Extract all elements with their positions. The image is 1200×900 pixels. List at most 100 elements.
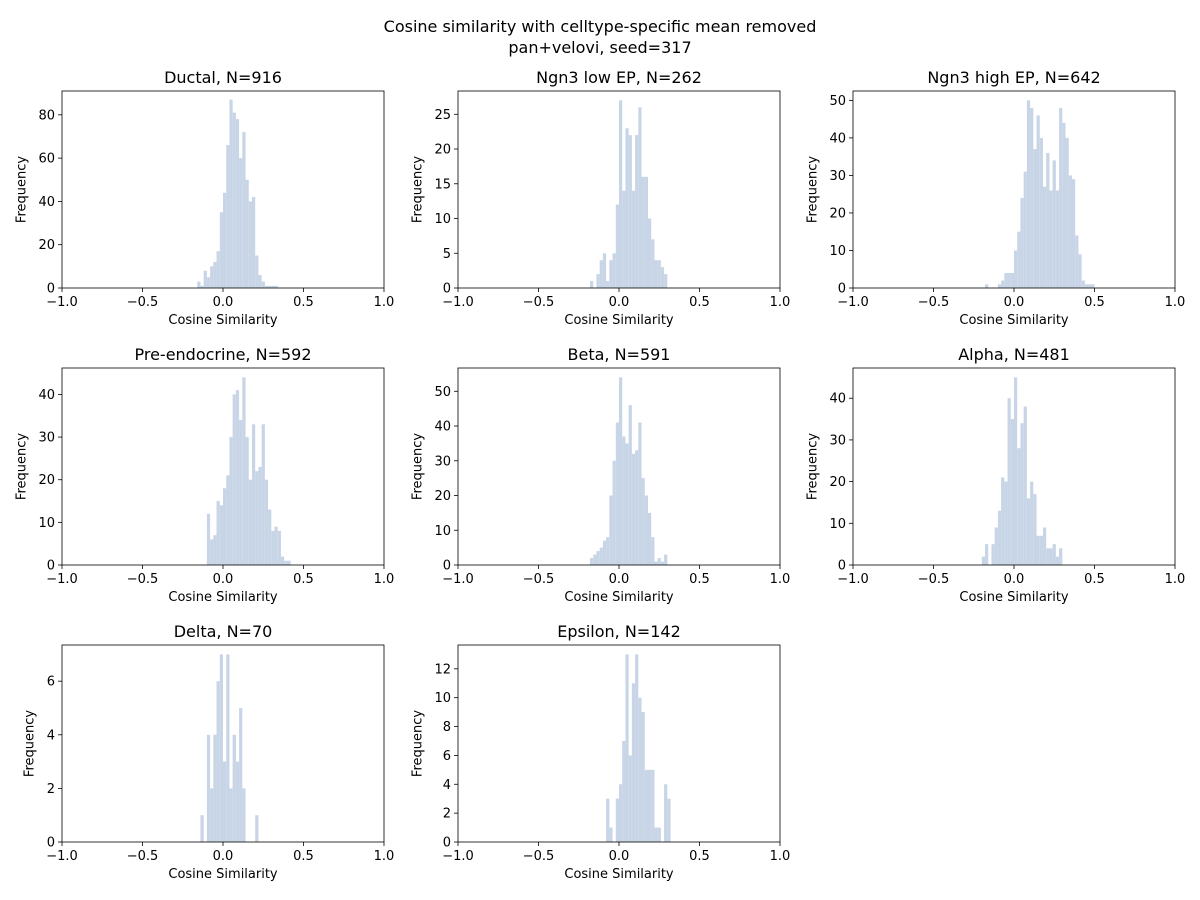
panel-title-5: Alpha, N=481 (958, 345, 1070, 364)
x-tick-label-2: 0.0 (609, 572, 630, 587)
histogram-bar-3-20 (271, 530, 275, 565)
figure-subtitle: pan+velovi, seed=317 (508, 38, 692, 57)
y-tick-label-0: 0 (47, 836, 55, 851)
histogram-bar-3-10 (239, 420, 243, 565)
histogram-bar-3-9 (235, 390, 240, 565)
histogram-bar-5-4 (997, 510, 1002, 565)
y-tick-label-0: 0 (443, 282, 451, 297)
y-tick-label-4: 40 (38, 388, 55, 403)
histogram-bar-7-5 (625, 654, 629, 842)
y-tick-label-2: 4 (443, 778, 451, 793)
histogram-bar-6-11 (239, 707, 243, 842)
histogram-bar-0-0 (197, 281, 201, 288)
x-tick-label-3: 0.5 (689, 295, 710, 310)
histogram-bar-3-2 (213, 535, 217, 565)
histogram-bar-0-9 (226, 145, 230, 288)
histogram-bar-1-7 (615, 204, 619, 288)
y-tick-label-5: 50 (434, 385, 451, 400)
histogram-bar-0-8 (223, 192, 227, 288)
histogram-bar-1-3 (602, 253, 607, 288)
histogram-bar-5-11 (1020, 423, 1024, 565)
histogram-bar-4-7 (612, 460, 616, 565)
histogram-bar-5-5 (1001, 477, 1005, 565)
histogram-bar-6-2 (210, 788, 214, 842)
y-tick-label-6: 12 (434, 662, 451, 677)
histogram-bar-5-19 (1046, 548, 1050, 565)
histogram-bar-7-16 (664, 784, 668, 842)
y-tick-label-4: 40 (829, 131, 846, 146)
histogram-bar-3-0 (206, 513, 211, 565)
histogram-bar-2-28 (1084, 284, 1089, 288)
y-tick-label-0: 0 (443, 559, 451, 574)
x-tick-label-4: 1.0 (374, 295, 395, 310)
histogram-bar-7-7 (631, 683, 636, 842)
x-tick-label-1: −0.5 (523, 295, 555, 310)
histogram-bar-0-18 (255, 255, 259, 288)
histogram-bar-6-13 (255, 815, 259, 842)
x-tick-label-4: 1.0 (374, 572, 395, 587)
histogram-bar-4-10 (622, 436, 626, 565)
histogram-bar-2-22 (1065, 137, 1069, 288)
histogram-bar-6-9 (232, 734, 236, 842)
histogram-bar-2-5 (1010, 272, 1014, 288)
y-tick-label-4: 40 (829, 392, 846, 407)
histogram-bar-0-24 (274, 285, 278, 288)
histogram-bar-3-17 (261, 424, 265, 565)
histogram-bar-0-7 (219, 212, 223, 288)
y-tick-label-5: 10 (434, 691, 451, 706)
x-tick-label-4: 1.0 (374, 849, 395, 864)
y-tick-label-5: 50 (829, 94, 846, 109)
x-tick-label-1: −0.5 (523, 572, 555, 587)
histogram-bar-3-13 (248, 479, 252, 565)
histogram-bar-4-21 (657, 558, 661, 565)
histogram-bar-1-0 (590, 281, 594, 288)
histogram-bar-4-15 (638, 422, 642, 565)
figure-title: Cosine similarity with celltype-specific… (383, 17, 817, 36)
histogram-bar-5-13 (1026, 498, 1031, 565)
y-tick-label-1: 20 (38, 238, 55, 253)
y-tick-label-3: 30 (829, 169, 846, 184)
histogram-bar-1-2 (599, 260, 603, 288)
histogram-bar-4-18 (647, 512, 652, 565)
histogram-bar-5-8 (1010, 419, 1014, 565)
histogram-bar-2-1 (997, 284, 1002, 288)
y-tick-label-3: 60 (38, 152, 55, 167)
y-tick-label-1: 2 (443, 807, 451, 822)
histogram-bar-6-3 (213, 734, 217, 842)
histogram-bar-6-6 (223, 761, 227, 842)
y-tick-label-2: 10 (434, 212, 451, 227)
histogram-panel-0: −1.0 −0.5 0.0 0.5 1.0 0 20 40 60 80 Ductal, N=916 C… (14, 68, 394, 328)
x-tick-label-3: 0.5 (293, 572, 314, 587)
histogram-bar-1-5 (609, 260, 613, 288)
histogram-bar-3-6 (226, 475, 230, 565)
histogram-bar-4-9 (619, 377, 623, 565)
histogram-bar-0-19 (258, 275, 262, 288)
x-tick-label-3: 0.5 (1084, 572, 1105, 587)
histogram-bar-2-10 (1026, 100, 1031, 288)
y-tick-label-2: 40 (38, 195, 55, 210)
histogram-panel-2: −1.0 −0.5 0.0 0.5 1.0 0 10 20 30 40 50 Ngn3 high EP… (805, 68, 1185, 328)
histogram-bar-1-22 (664, 274, 668, 288)
histogram-bar-5-17 (1039, 535, 1043, 565)
histogram-bar-1-6 (612, 253, 616, 288)
histogram-bar-2-27 (1081, 280, 1085, 288)
y-tick-label-2: 4 (47, 728, 55, 743)
x-tick-label-0: −1.0 (46, 295, 78, 310)
histogram-bar-5-23 (1059, 548, 1063, 565)
x-tick-label-2: 0.0 (609, 295, 630, 310)
histogram-bar-2-8 (1020, 197, 1024, 288)
x-tick-label-4: 1.0 (770, 295, 791, 310)
histogram-bar-1-14 (638, 107, 642, 288)
x-tick-label-0: −1.0 (837, 295, 869, 310)
histogram-bar-1-19 (654, 260, 658, 288)
histogram-bar-5-21 (1052, 544, 1056, 565)
y-tick-label-4: 40 (434, 420, 451, 435)
histogram-bar-7-8 (635, 654, 639, 842)
histogram-bar-1-18 (651, 239, 655, 288)
histogram-bar-2-20 (1059, 107, 1063, 288)
x-tick-label-2: 0.0 (213, 572, 234, 587)
histogram-bar-7-15 (657, 827, 661, 842)
x-tick-label-1: −0.5 (918, 572, 950, 587)
x-tick-label-0: −1.0 (442, 849, 474, 864)
x-tick-label-0: −1.0 (442, 295, 474, 310)
